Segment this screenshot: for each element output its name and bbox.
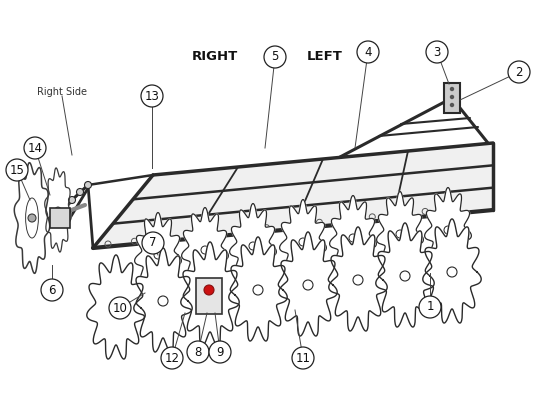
Circle shape <box>41 279 63 301</box>
Text: 7: 7 <box>149 236 157 250</box>
Text: 1: 1 <box>426 300 434 314</box>
Polygon shape <box>279 200 326 283</box>
Circle shape <box>209 341 231 363</box>
Circle shape <box>450 96 454 98</box>
Circle shape <box>76 188 84 196</box>
Polygon shape <box>181 242 239 346</box>
Circle shape <box>419 296 441 318</box>
Circle shape <box>292 347 314 369</box>
Polygon shape <box>229 237 287 341</box>
Polygon shape <box>377 192 424 275</box>
Polygon shape <box>329 196 376 279</box>
Polygon shape <box>230 204 276 287</box>
Circle shape <box>109 297 131 319</box>
Text: 15: 15 <box>9 164 24 176</box>
Text: 9: 9 <box>216 346 224 358</box>
Polygon shape <box>45 168 72 252</box>
Polygon shape <box>14 163 50 273</box>
Circle shape <box>161 347 183 369</box>
Circle shape <box>204 285 214 295</box>
Text: 2: 2 <box>515 66 522 78</box>
Bar <box>444 83 460 113</box>
Text: 5: 5 <box>271 50 279 64</box>
Circle shape <box>141 85 163 107</box>
Text: 6: 6 <box>48 284 56 296</box>
Polygon shape <box>425 188 471 271</box>
Text: RIGHT: RIGHT <box>192 50 238 64</box>
Polygon shape <box>329 227 387 331</box>
Polygon shape <box>376 223 434 327</box>
Circle shape <box>28 214 36 222</box>
Polygon shape <box>182 208 228 291</box>
Circle shape <box>508 61 530 83</box>
Text: 14: 14 <box>28 142 42 154</box>
Text: 12: 12 <box>164 352 179 364</box>
Text: 13: 13 <box>145 90 160 102</box>
Text: LEFT: LEFT <box>307 50 343 64</box>
Circle shape <box>69 196 75 204</box>
Circle shape <box>450 104 454 106</box>
Polygon shape <box>423 219 481 323</box>
Bar <box>196 278 222 314</box>
Polygon shape <box>93 143 493 248</box>
Circle shape <box>357 41 379 63</box>
Text: 11: 11 <box>295 352 311 364</box>
Text: Right Side: Right Side <box>37 87 87 97</box>
Text: 8: 8 <box>194 346 202 358</box>
Circle shape <box>6 159 28 181</box>
Circle shape <box>55 207 61 213</box>
Polygon shape <box>134 248 192 352</box>
Circle shape <box>426 41 448 63</box>
Text: 4: 4 <box>364 46 372 58</box>
Polygon shape <box>279 232 337 336</box>
Circle shape <box>142 232 164 254</box>
Polygon shape <box>135 212 182 296</box>
Circle shape <box>85 182 91 188</box>
Polygon shape <box>87 255 145 359</box>
Circle shape <box>24 137 46 159</box>
Circle shape <box>450 88 454 90</box>
Circle shape <box>187 341 209 363</box>
Text: 3: 3 <box>433 46 441 58</box>
Text: 10: 10 <box>113 302 128 314</box>
Circle shape <box>264 46 286 68</box>
Bar <box>50 208 70 228</box>
